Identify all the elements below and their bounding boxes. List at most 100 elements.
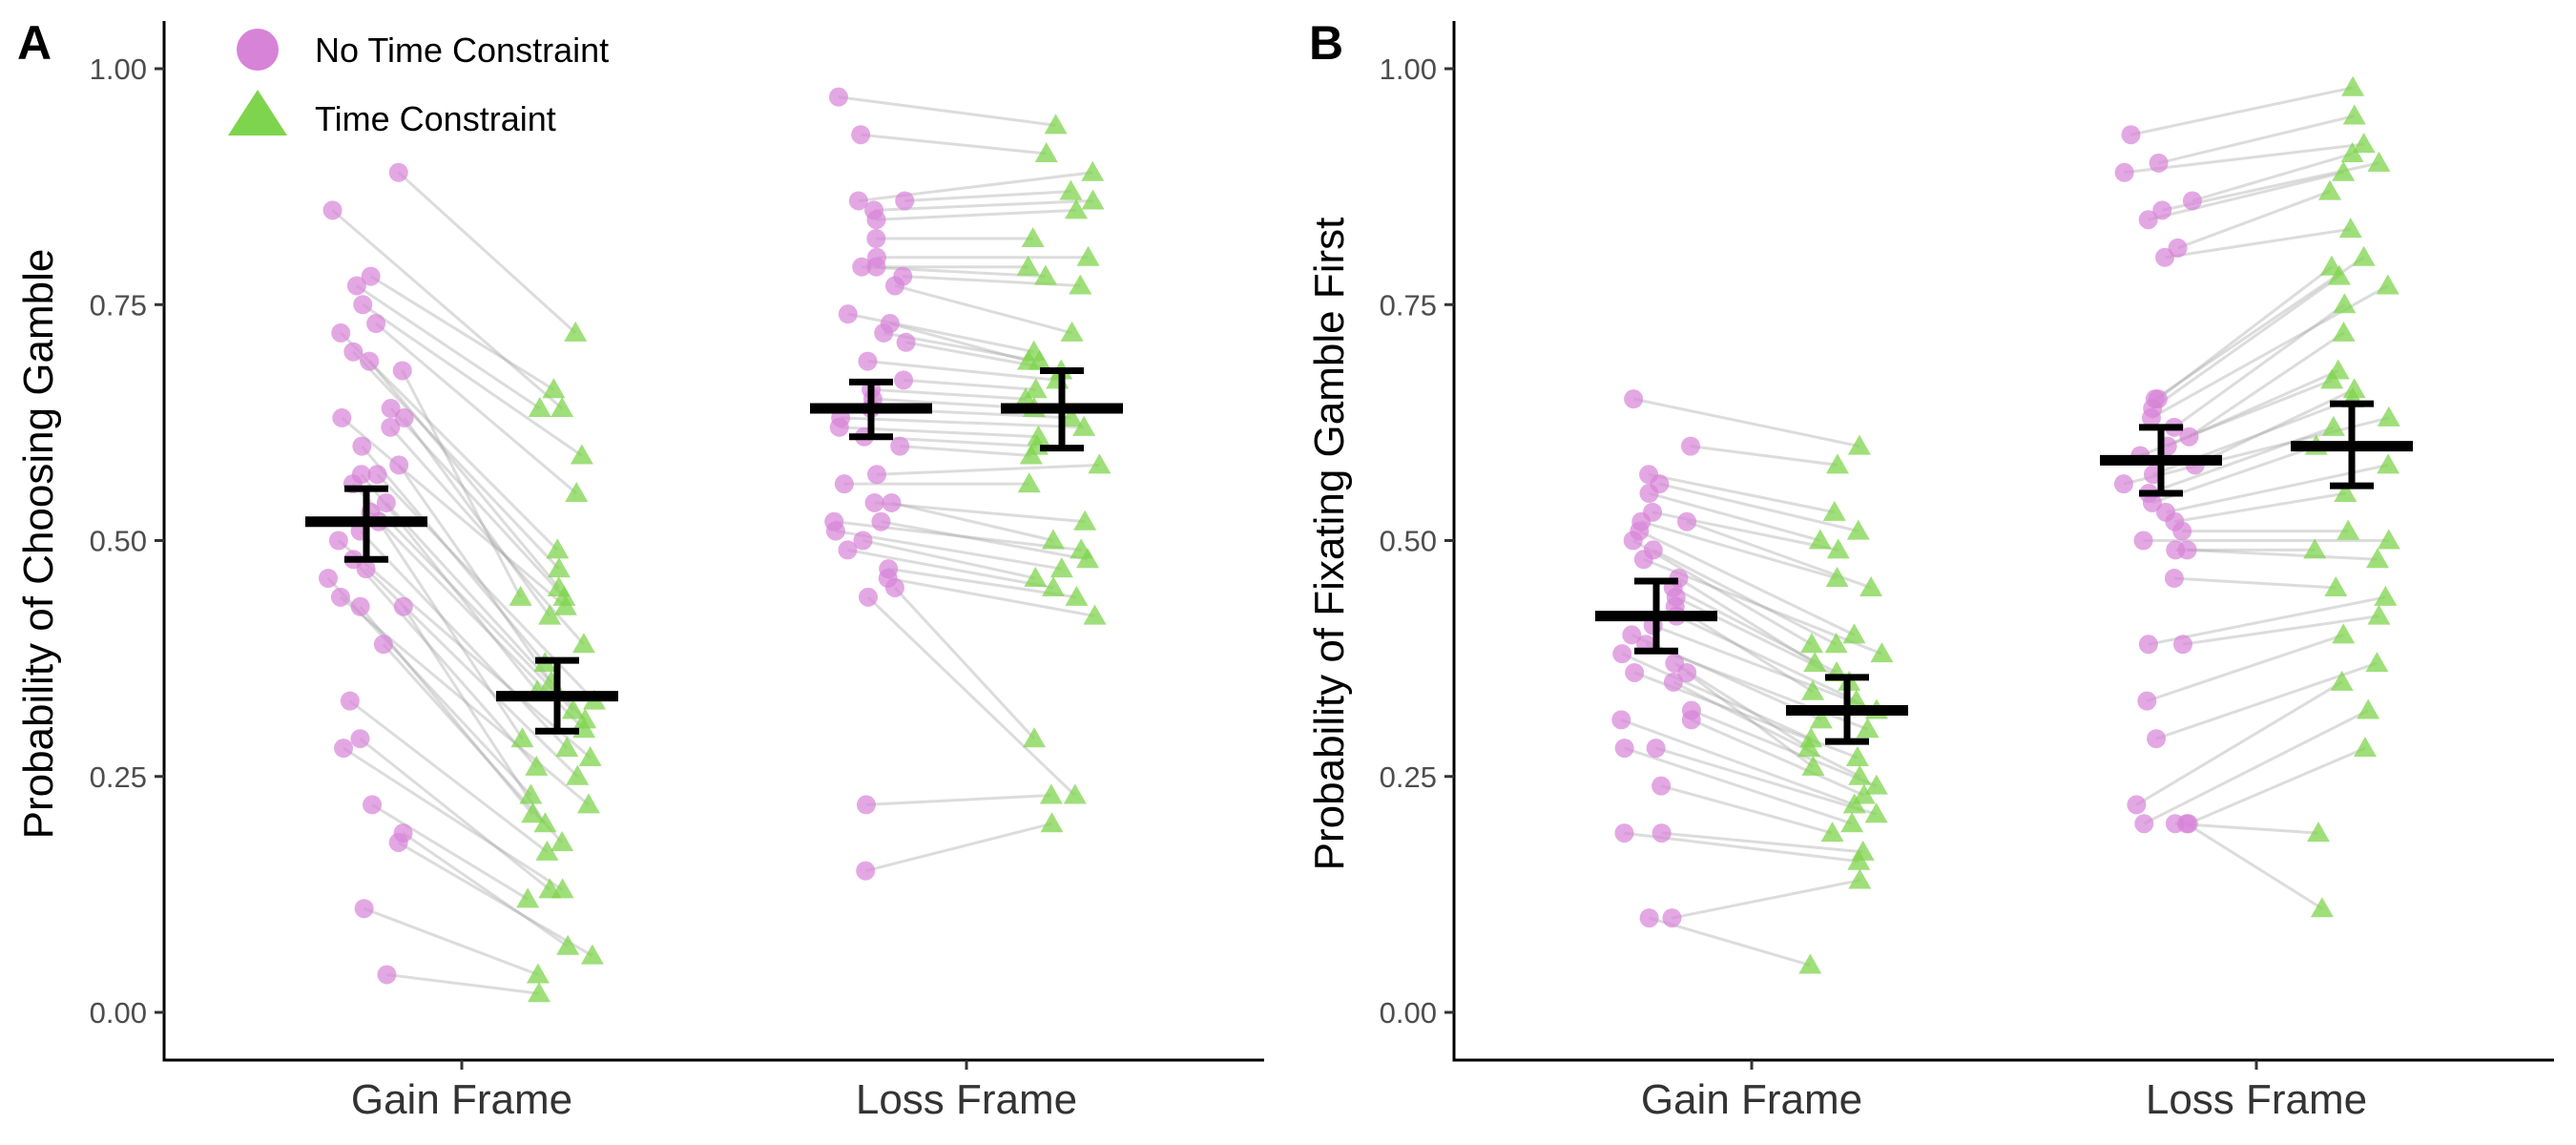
y-tick-label: 0.50 [1380, 525, 1437, 558]
panel-b: B Probability of Fixating Gamble First 0… [1306, 16, 2554, 1123]
gain-pair-line [1620, 718, 1856, 806]
gain-no-time-constraint-point [350, 729, 370, 749]
gain-time-constraint-point [1825, 567, 1849, 588]
panel-b-letter: B [1309, 16, 1343, 70]
loss-time-constraint-point [2318, 179, 2342, 200]
loss-time-constraint-point [2374, 585, 2398, 606]
gain-pair-line [1638, 530, 1856, 636]
loss-pair-line [876, 463, 1100, 476]
loss-no-time-constraint-point [896, 332, 916, 352]
loss-no-time-constraint-point [866, 257, 886, 277]
loss-pair-line [2148, 426, 2335, 495]
loss-pair-line [2186, 822, 2323, 910]
gain-pair-line [371, 803, 529, 901]
loss-time-constraint-point [1083, 604, 1107, 625]
gain-no-time-constraint-point [1652, 776, 1672, 796]
gain-no-time-constraint-point [352, 436, 372, 456]
y-tick-label: 1.00 [90, 52, 147, 86]
legend: No Time Constraint Time Constraint [228, 29, 609, 138]
y-tick-label: 0.50 [90, 525, 147, 558]
loss-time-constraint-point [2303, 538, 2327, 559]
gain-time-constraint-point [516, 887, 540, 908]
gain-no-time-constraint-point [1652, 823, 1672, 843]
loss-time-constraint-point [2320, 368, 2344, 389]
gain-time-constraint-point [1808, 529, 1832, 550]
loss-time-constraint-point [1017, 472, 1041, 493]
loss-time-constraint-point [1076, 245, 1100, 266]
gain-no-time-constraint-point [381, 399, 401, 419]
gain-no-time-constraint-point [1677, 511, 1697, 531]
y-tick-label: 1.00 [1380, 52, 1437, 86]
gain-time-constraint-point [573, 708, 597, 729]
gain-no-time-constraint-point [322, 200, 343, 220]
loss-no-time-constraint-point [874, 323, 894, 343]
gain-pair-line [1672, 879, 1860, 920]
loss-time-constraint-point [2377, 453, 2400, 474]
loss-pair-line [870, 387, 1027, 401]
loss-pair-line [2194, 387, 2356, 467]
loss-no-time-constraint-point [856, 861, 876, 881]
gain-no-time-constraint-point [354, 899, 374, 919]
loss-pair-line [881, 520, 1089, 561]
panel-a-letter: A [17, 16, 52, 70]
loss-pair-line [2130, 86, 2354, 136]
loss-no-time-constraint-point [2152, 200, 2172, 220]
loss-no-time-constraint-point [856, 795, 876, 815]
loss-time-constraint-point [1059, 179, 1083, 200]
gain-time-constraint-point [519, 783, 543, 804]
loss-time-constraint-point [2376, 274, 2399, 295]
gain-no-time-constraint-point [340, 691, 360, 711]
gain-no-time-constraint-point [1624, 389, 1644, 409]
loss-no-time-constraint-point [2172, 521, 2192, 541]
loss-pair-line [2173, 303, 2346, 429]
loss-pair-line [867, 360, 1058, 382]
gain-time-constraint-point [1842, 623, 1866, 644]
loss-no-time-constraint-point [2121, 125, 2141, 145]
gain-no-time-constraint-point [353, 295, 373, 315]
gain-time-constraint-point [1864, 802, 1888, 823]
gain-time-constraint-point [1848, 764, 1872, 785]
gain-time-constraint-point [1844, 689, 1868, 710]
loss-time-constraint-point [1088, 453, 1111, 474]
x-category-label: Loss Frame [856, 1076, 1077, 1123]
gain-pair-line [331, 209, 564, 410]
panel-a-y-ticks: 0.00 0.25 0.50 0.75 1.00 [90, 52, 164, 1030]
loss-pair-line [2123, 416, 2390, 486]
loss-pair-line [2173, 576, 2337, 590]
loss-pair-line [904, 190, 1071, 202]
loss-time-constraint-point [2367, 151, 2391, 172]
gain-pair-line [402, 831, 570, 948]
loss-pair-line [835, 530, 1063, 571]
gain-pair-line [1655, 746, 1878, 816]
gain-no-time-constraint-point [328, 531, 348, 551]
loss-time-constraint-point [1076, 548, 1100, 569]
gain-no-time-constraint-point [1614, 739, 1634, 759]
gain-time-constraint-point [1826, 538, 1850, 559]
loss-time-constraint-point [1039, 783, 1063, 804]
loss-pair-line [874, 501, 1086, 524]
gain-no-time-constraint-point [1639, 484, 1659, 504]
loss-no-time-constraint-point [2176, 814, 2196, 834]
loss-no-time-constraint-point [852, 257, 872, 277]
gain-time-constraint-point [1845, 745, 1869, 766]
gain-pair-line [1675, 614, 1858, 702]
gain-time-constraint-point [556, 934, 580, 955]
gain-time-constraint-point [1859, 575, 1883, 596]
loss-time-constraint-point [2324, 575, 2348, 596]
gain-time-constraint-point [528, 397, 551, 418]
gain-time-constraint-point [533, 812, 557, 833]
gain-time-constraint-point [1797, 737, 1821, 758]
gain-time-constraint-point [1840, 812, 1864, 833]
loss-pair-line [862, 265, 1046, 279]
loss-pair-line [2151, 275, 2340, 410]
gain-time-constraint-point [1847, 434, 1871, 455]
gain-no-time-constraint-point [1677, 662, 1697, 682]
loss-no-time-constraint-point [894, 370, 914, 390]
x-category-label: Gain Frame [1641, 1076, 1862, 1123]
loss-time-constraint-point [1081, 189, 1105, 210]
y-tick-label: 0.75 [1380, 288, 1437, 322]
gain-time-constraint-point [1799, 727, 1823, 748]
gain-no-time-constraint-point [388, 162, 408, 182]
loss-time-constraint-point [1042, 575, 1066, 596]
